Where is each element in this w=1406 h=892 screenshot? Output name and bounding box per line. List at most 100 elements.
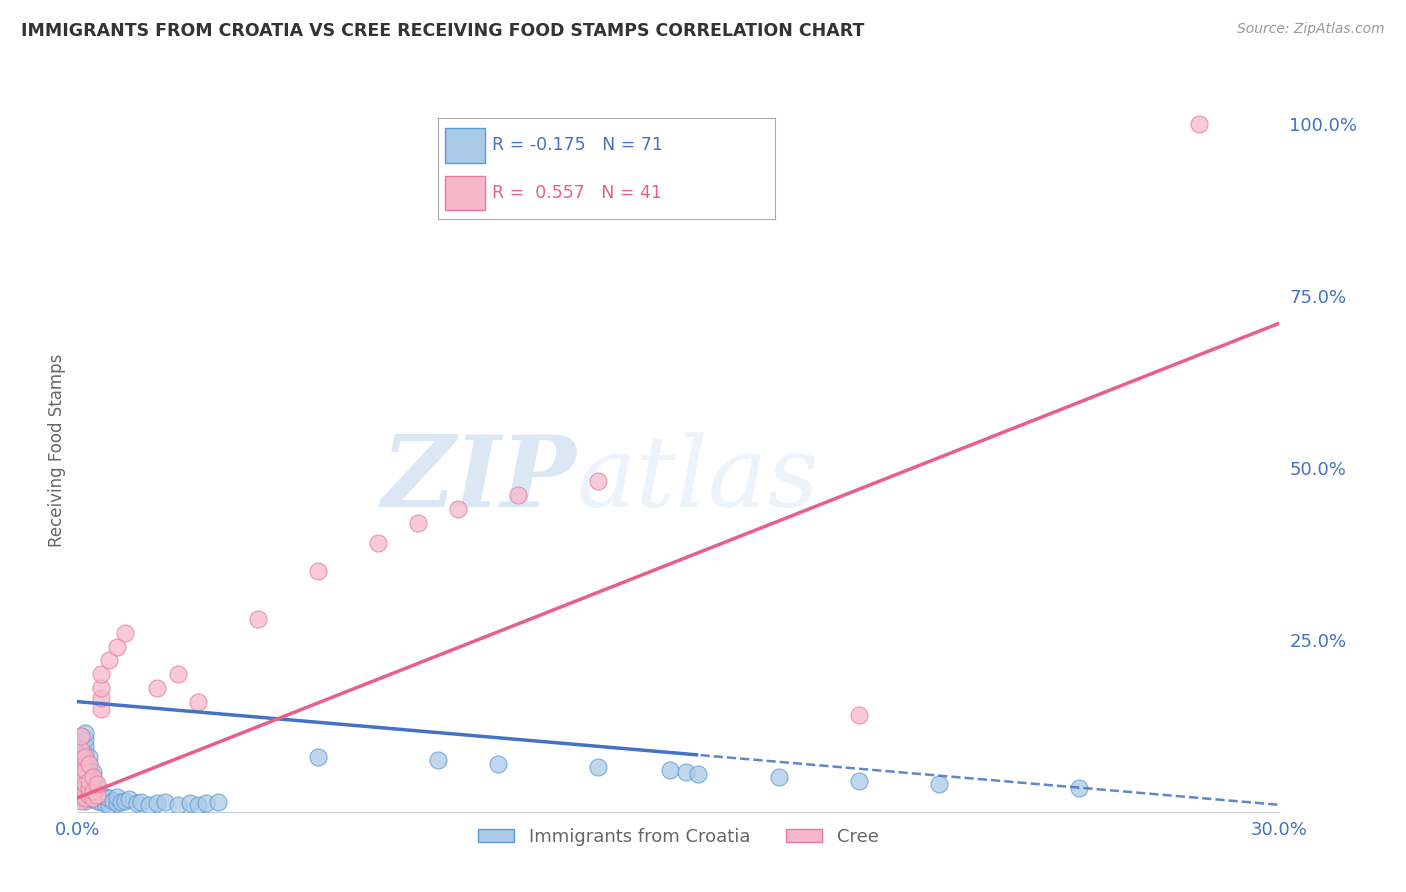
Point (75, 784, 97, 798)
Point (588, 760, 610, 774)
Point (110, 795, 132, 809)
Point (86, 777, 108, 791)
Point (86, 794, 108, 808)
Text: IMMIGRANTS FROM CROATIA VS CREE RECEIVING FOOD STAMPS CORRELATION CHART: IMMIGRANTS FROM CROATIA VS CREE RECEIVIN… (21, 22, 865, 40)
Point (848, 773, 870, 788)
Point (98, 797, 121, 812)
Point (307, 749, 329, 764)
Point (70, 743, 93, 757)
Point (90, 691, 112, 706)
Point (848, 708, 870, 723)
Point (166, 797, 188, 812)
Point (75, 739, 97, 754)
Point (79, 791, 101, 805)
Point (70, 729, 93, 743)
Point (75, 753, 97, 767)
Point (70, 764, 93, 778)
Point (70, 729, 93, 743)
Point (118, 792, 141, 806)
Point (75, 780, 97, 795)
Point (79, 788, 101, 802)
Point (90, 795, 112, 809)
Text: Source: ZipAtlas.com: Source: ZipAtlas.com (1237, 22, 1385, 37)
Point (75, 764, 97, 778)
Point (103, 794, 125, 808)
Point (90, 681, 112, 695)
Point (70, 760, 93, 774)
Point (70, 777, 93, 791)
Point (155, 795, 177, 809)
Point (70, 794, 93, 808)
Point (146, 797, 169, 811)
Point (406, 516, 429, 530)
Point (70, 770, 93, 784)
Point (675, 764, 697, 779)
Text: ZIP: ZIP (381, 431, 576, 527)
Point (90, 788, 112, 802)
Point (86, 788, 108, 802)
Point (131, 795, 153, 809)
Point (107, 640, 129, 654)
Point (94, 797, 117, 811)
Point (82, 772, 104, 786)
Point (194, 797, 217, 811)
Point (186, 695, 209, 709)
Point (75, 725, 97, 739)
Point (75, 746, 97, 760)
Point (70, 756, 93, 771)
Point (79, 784, 101, 798)
Point (70, 749, 93, 764)
Point (75, 773, 97, 788)
Point (75, 767, 97, 781)
Point (588, 475, 610, 489)
Point (79, 756, 101, 771)
Y-axis label: Receiving Food Stamps: Receiving Food Stamps (48, 354, 66, 547)
Point (114, 625, 136, 640)
Point (447, 502, 470, 516)
Point (94, 789, 117, 804)
Point (75, 749, 97, 764)
Point (70, 780, 93, 795)
Point (246, 612, 269, 626)
Point (79, 749, 101, 764)
Point (82, 791, 104, 805)
Point (79, 770, 101, 784)
Point (508, 488, 530, 502)
Point (75, 794, 97, 808)
Point (1188, 117, 1211, 131)
Point (70, 743, 93, 757)
Point (307, 564, 329, 578)
Point (86, 787, 108, 801)
Point (70, 788, 93, 802)
Point (86, 780, 108, 794)
Point (367, 536, 389, 550)
Point (82, 792, 104, 806)
Point (98, 791, 121, 805)
Point (659, 764, 682, 778)
Point (82, 764, 104, 779)
Point (107, 789, 129, 804)
Point (486, 756, 509, 771)
Point (79, 756, 101, 771)
Point (70, 788, 93, 802)
Point (186, 797, 209, 812)
Point (82, 779, 104, 793)
Point (138, 797, 160, 812)
Point (70, 736, 93, 750)
Point (79, 773, 101, 788)
Point (98, 653, 121, 667)
Legend: Immigrants from Croatia, Cree: Immigrants from Croatia, Cree (471, 821, 886, 854)
Point (179, 797, 201, 811)
Point (70, 791, 93, 805)
Text: atlas: atlas (576, 432, 818, 527)
Point (75, 788, 97, 802)
Point (127, 797, 149, 811)
Point (70, 767, 93, 781)
Point (75, 777, 97, 791)
Point (114, 794, 136, 808)
Point (70, 780, 93, 795)
Point (70, 773, 93, 788)
Point (75, 760, 97, 774)
Point (768, 770, 790, 784)
Point (107, 797, 129, 811)
